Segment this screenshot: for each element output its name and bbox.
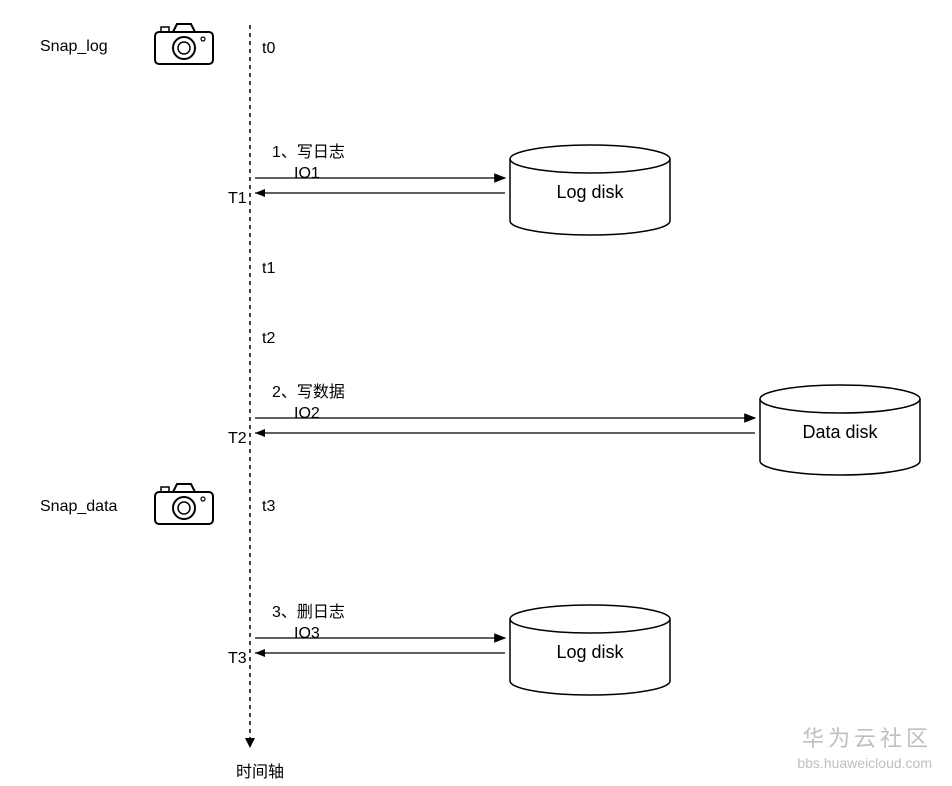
op3-io: IO3 xyxy=(294,625,320,642)
time-marker-t2: t2 xyxy=(262,330,275,348)
disk-label: Data disk xyxy=(802,422,878,442)
op2-label: 2、写数据 IO2 xyxy=(272,383,345,425)
timeline-label: 时间轴 xyxy=(236,758,284,782)
timeline-arrowhead-icon xyxy=(245,738,255,748)
disk-cylinder: Log disk xyxy=(510,145,670,235)
camera-icon xyxy=(155,24,213,64)
op1-label: 1、写日志 IO1 xyxy=(272,143,345,185)
watermark-line1: 华为云社区 xyxy=(797,721,932,753)
diagram-canvas: Log disk Data disk Log disk xyxy=(0,0,952,786)
snap-log-label: Snap_log xyxy=(40,38,108,56)
time-marker-t0: t0 xyxy=(262,40,275,58)
disk-cylinder: Data disk xyxy=(760,385,920,475)
time-marker-T3: T3 xyxy=(228,650,247,668)
watermark: 华为云社区 bbs.huaweicloud.com xyxy=(797,721,932,771)
arrowhead-left-icon xyxy=(255,189,265,197)
watermark-line2: bbs.huaweicloud.com xyxy=(797,755,932,771)
op1-io: IO1 xyxy=(294,165,320,182)
arrowhead-left-icon xyxy=(255,429,265,437)
op3-label: 3、删日志 IO3 xyxy=(272,603,345,645)
disk-cylinder: Log disk xyxy=(510,605,670,695)
time-marker-T1: T1 xyxy=(228,190,247,208)
op2-text: 2、写数据 xyxy=(272,384,345,401)
arrowhead-left-icon xyxy=(255,649,265,657)
disk-label: Log disk xyxy=(556,642,624,662)
op3-text: 3、删日志 xyxy=(272,604,345,621)
time-marker-T2: T2 xyxy=(228,430,247,448)
camera-icon xyxy=(155,484,213,524)
disk-label: Log disk xyxy=(556,182,624,202)
snap-data-label: Snap_data xyxy=(40,498,117,516)
time-marker-t1: t1 xyxy=(262,260,275,278)
op2-io: IO2 xyxy=(294,405,320,422)
op1-text: 1、写日志 xyxy=(272,144,345,161)
time-marker-t3: t3 xyxy=(262,498,275,516)
